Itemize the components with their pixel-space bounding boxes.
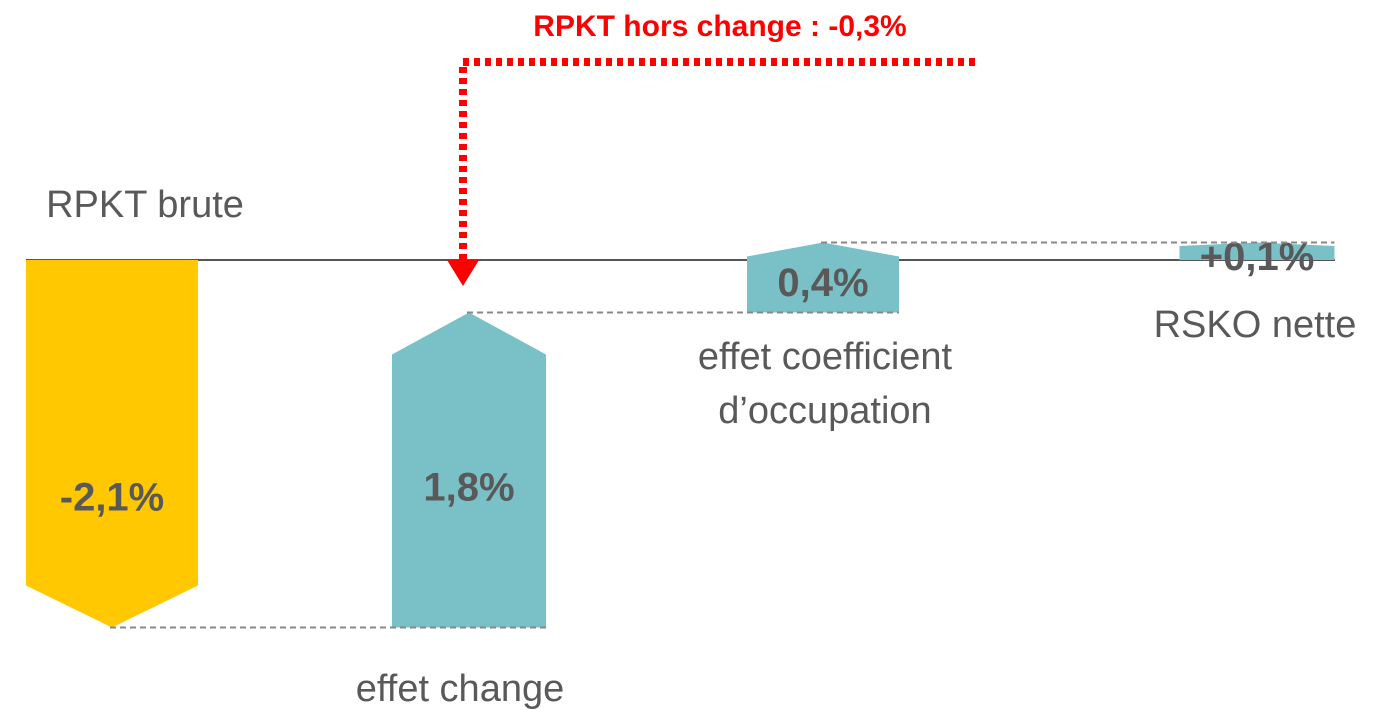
- bar: [26, 260, 198, 628]
- category-label: RPKT brute: [46, 184, 244, 226]
- value-label: +0,1%: [1200, 235, 1315, 279]
- annotation-connector: [459, 58, 975, 262]
- value-label: 1,8%: [423, 466, 514, 510]
- bar: [1179, 242, 1335, 260]
- value-label: 0,4%: [777, 261, 868, 305]
- category-label: RSKO nette: [1153, 304, 1357, 346]
- bar: [747, 242, 899, 313]
- annotation-arrow: [447, 260, 479, 286]
- category-label: effet coefficient d’occupation: [697, 336, 953, 432]
- annotation: RPKT hors change : -0,3%: [533, 10, 906, 43]
- bar: [392, 312, 546, 628]
- category-label: effet change: [355, 668, 565, 710]
- value-label: -2,1%: [60, 476, 165, 520]
